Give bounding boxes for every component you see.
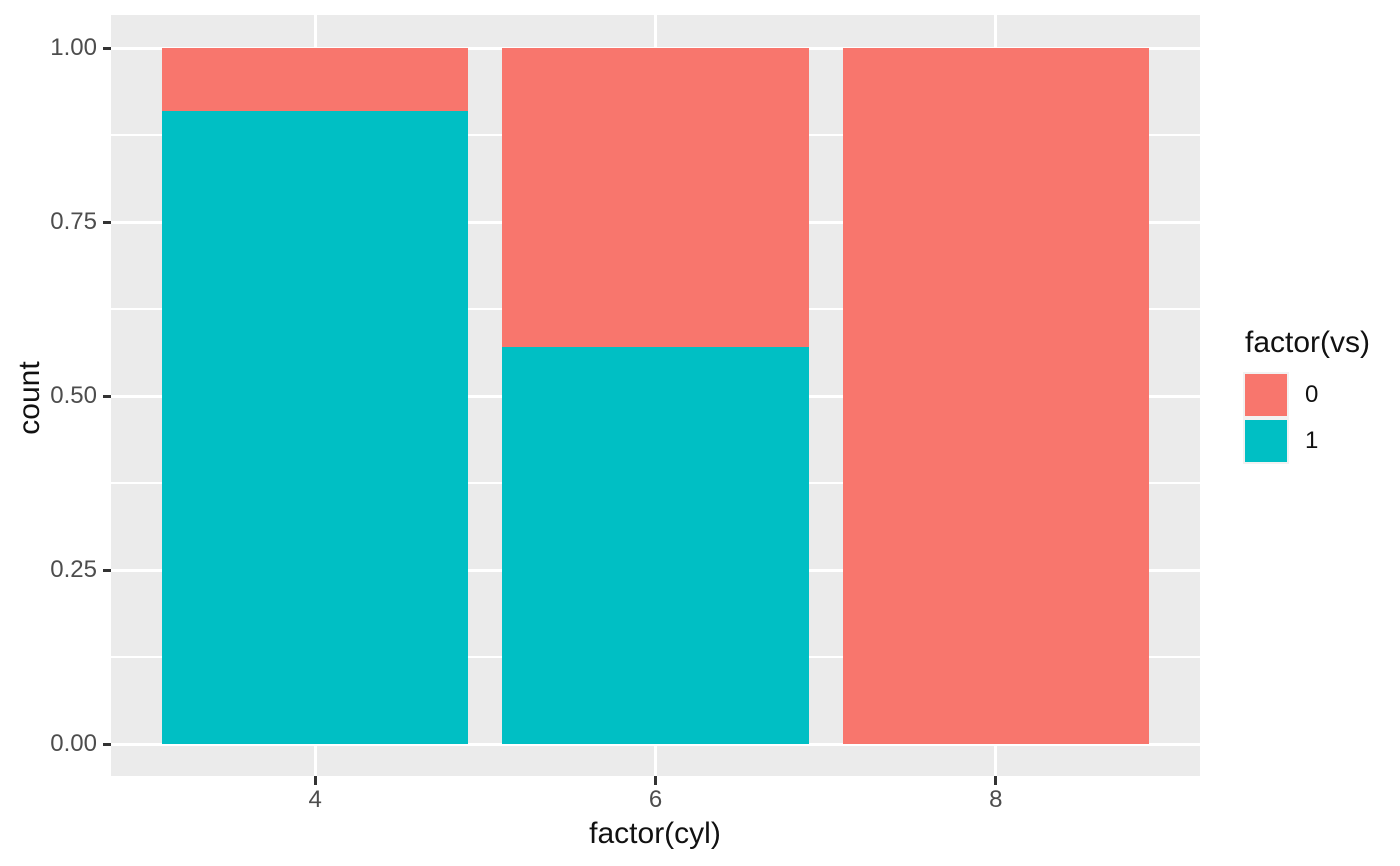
x-axis-tick <box>654 776 657 785</box>
legend-key <box>1243 372 1289 418</box>
y-axis-tick <box>103 742 111 746</box>
x-tick-label: 6 <box>648 786 663 813</box>
legend-swatch-1 <box>1245 420 1287 462</box>
y-axis-tick <box>103 46 111 50</box>
bar-segment-cyl8-vs0 <box>842 48 1149 744</box>
bar-segment-cyl6-vs1 <box>502 346 809 744</box>
x-axis-tick <box>313 776 317 785</box>
bar-segment-cyl4-vs0 <box>162 48 469 112</box>
y-axis-tick <box>103 220 111 224</box>
y-tick-label: 0.25 <box>50 556 97 583</box>
y-axis-tick <box>103 394 111 398</box>
bar-segment-cyl6-vs0 <box>502 48 809 347</box>
legend-entry-1: 1 <box>1243 418 1400 464</box>
legend-label: 0 <box>1305 381 1319 408</box>
y-tick-label: 0.50 <box>50 382 97 409</box>
legend-title: factor(vs) <box>1245 326 1371 359</box>
y-tick-label: 0.00 <box>50 730 97 757</box>
bar-segment-cyl4-vs1 <box>162 111 469 744</box>
plot-panel <box>111 15 1200 776</box>
x-tick-label: 4 <box>308 786 322 813</box>
y-tick-label: 1.00 <box>50 34 97 61</box>
y-tick-label: 0.75 <box>50 208 97 235</box>
x-axis-tick <box>994 776 998 785</box>
x-tick-label: 8 <box>989 786 1003 813</box>
y-axis-tick <box>103 568 111 572</box>
legend-swatch-0 <box>1245 374 1287 416</box>
legend-key <box>1243 418 1289 464</box>
legend-entry-0: 0 <box>1243 372 1400 418</box>
x-axis-title: factor(cyl) <box>589 817 721 850</box>
legend-label: 1 <box>1305 427 1319 454</box>
